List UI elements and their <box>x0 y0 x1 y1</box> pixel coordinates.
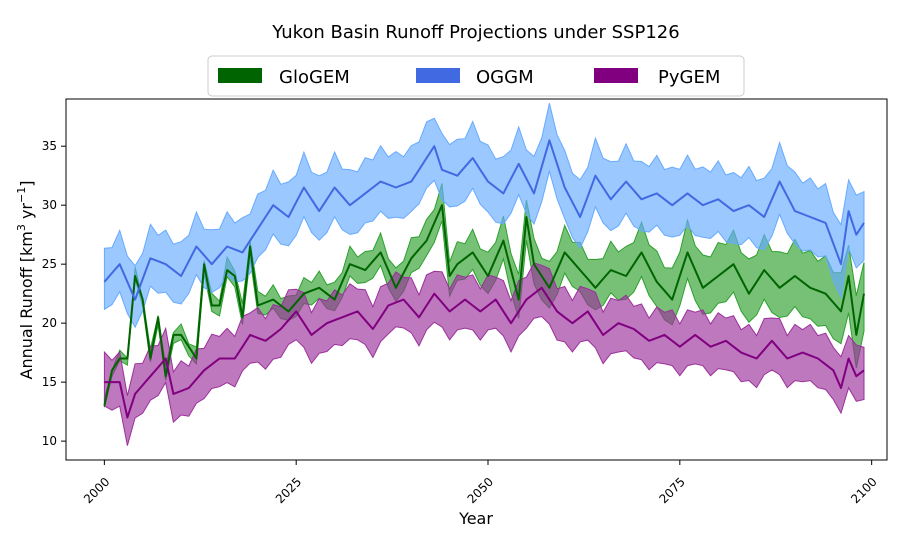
band-pygem <box>103 262 865 446</box>
legend-swatch-pygem <box>594 68 638 83</box>
x-axis-label: Year <box>458 509 493 528</box>
line-pygem <box>104 286 865 419</box>
line-glogem <box>103 204 865 406</box>
band-oggm <box>103 103 865 329</box>
y-tick-label: 10 <box>42 434 57 448</box>
y-tick-label: 20 <box>42 316 57 330</box>
chart-title: Yukon Basin Runoff Projections under SSP… <box>271 22 679 43</box>
x-tick-label: 2050 <box>465 475 496 506</box>
legend-label-glogem: GloGEM <box>279 67 350 88</box>
plot-frame <box>65 98 888 461</box>
y-tick-label: 35 <box>42 139 57 153</box>
legend-swatch-oggm <box>416 68 460 83</box>
y-tick-label: 30 <box>42 198 57 212</box>
series-bands <box>103 103 865 446</box>
x-tick-label: 2000 <box>81 475 112 506</box>
y-tick-label: 25 <box>42 257 57 271</box>
legend: GloGEM OGGM PyGEM <box>207 55 745 97</box>
x-tick-label: 2075 <box>656 475 687 506</box>
series-lines <box>103 139 865 419</box>
x-tick-label: 2025 <box>273 475 304 506</box>
x-tick-label: 2100 <box>848 475 879 506</box>
y-axis-label: Annual Runoff [km3 yr−1] <box>15 181 36 380</box>
x-axis-ticks: 2000 2025 2050 2075 2100 <box>81 460 880 506</box>
legend-frame <box>207 55 745 97</box>
line-oggm <box>103 139 865 301</box>
y-axis-ticks: 10 15 20 25 30 35 <box>42 139 66 448</box>
legend-swatch-glogem <box>218 68 262 83</box>
legend-label-pygem: PyGEM <box>658 67 720 88</box>
legend-label-oggm: OGGM <box>476 67 534 88</box>
y-tick-label: 15 <box>42 375 57 389</box>
